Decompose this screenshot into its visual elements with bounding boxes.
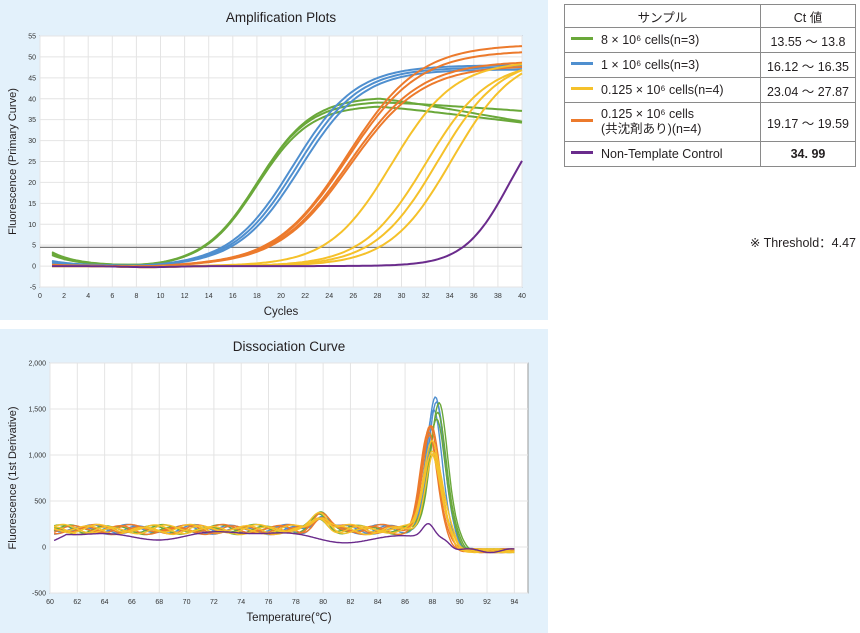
ct-header: Ct 値 (759, 4, 857, 28)
x-axis-label: Temperature(℃) (246, 612, 331, 624)
legend-row-orange: 0.125 × 10⁶ cells (共沈剤あり)(n=4) 19.17 ～ 19… (564, 102, 857, 142)
sample-header: サンプル (564, 4, 761, 28)
x-tick-label: 0 (38, 293, 42, 300)
y-tick-label: 2,000 (28, 361, 46, 368)
dissociation-curve-orange-3 (54, 430, 515, 554)
ct-value: 23.04 ～ 27.87 (759, 77, 857, 103)
threshold-note: ※ Threshold：4.47 (749, 236, 856, 250)
amplification-curve-purple-1 (52, 160, 523, 269)
x-tick-label: 38 (494, 293, 502, 300)
x-tick-label: 76 (265, 599, 273, 606)
ct-value: 13.55 ～ 13.8 (759, 27, 857, 53)
y-axis-label: Fluorescence (1st Derivative) (7, 406, 19, 549)
x-tick-label: 66 (128, 599, 136, 606)
y-tick-label: 5 (32, 243, 36, 250)
y-tick-label: 1,000 (28, 453, 46, 460)
y-tick-label: 25 (28, 159, 36, 166)
y-tick-label: 55 (28, 34, 36, 41)
x-tick-label: 94 (510, 599, 518, 606)
x-tick-label: 34 (446, 293, 454, 300)
x-tick-label: 82 (347, 599, 355, 606)
x-tick-label: 32 (422, 293, 430, 300)
x-tick-label: 24 (325, 293, 333, 300)
legend-row-yellow: 0.125 × 10⁶ cells(n=4) 23.04 ～ 27.87 (564, 77, 857, 103)
x-tick-label: 12 (181, 293, 189, 300)
y-tick-label: -5 (30, 285, 36, 292)
x-tick-label: 60 (46, 599, 54, 606)
x-tick-label: 84 (374, 599, 382, 606)
x-tick-label: 70 (183, 599, 191, 606)
x-tick-label: 72 (210, 599, 218, 606)
x-tick-label: 28 (374, 293, 382, 300)
legend-row-purple: Non-Template Control 34. 99 (564, 141, 857, 167)
x-tick-label: 90 (456, 599, 464, 606)
x-tick-label: 40 (518, 293, 526, 300)
legend-row-green: 8 × 10⁶ cells(n=3) 13.55 ～ 13.8 (564, 27, 857, 53)
x-tick-label: 4 (86, 293, 90, 300)
blue-line-swatch (571, 61, 593, 65)
chart-title: Dissociation Curve (233, 339, 346, 354)
ct-value: 19.17 ～ 19.59 (759, 102, 857, 142)
x-tick-label: 16 (229, 293, 237, 300)
x-tick-label: 26 (349, 293, 357, 300)
ct-value: 16.12 ～ 16.35 (759, 52, 857, 78)
x-tick-label: 30 (398, 293, 406, 300)
x-tick-label: 68 (155, 599, 163, 606)
x-tick-label: 10 (157, 293, 165, 300)
x-tick-label: 14 (205, 293, 213, 300)
x-tick-label: 62 (73, 599, 81, 606)
y-tick-label: 10 (28, 222, 36, 229)
sample-label: Non-Template Control (601, 146, 723, 161)
x-tick-label: 92 (483, 599, 491, 606)
x-tick-label: 6 (110, 293, 114, 300)
amplification-plot-panel: Amplification Plots 0 2 4 6 8 10 12 14 16 18 20 22 24… (0, 0, 548, 320)
y-tick-label: -500 (32, 591, 46, 598)
x-tick-label: 74 (237, 599, 245, 606)
ct-value: 34. 99 (759, 141, 857, 167)
legend-header-row: サンプル Ct 値 (564, 4, 857, 28)
chart-title: Amplification Plots (226, 10, 337, 25)
x-tick-label: 78 (292, 599, 300, 606)
x-tick-label: 22 (301, 293, 309, 300)
y-tick-label: 0 (42, 545, 46, 552)
sample-label: 0.125 × 10⁶ cells(n=4) (601, 82, 724, 97)
y-tick-label: 20 (28, 180, 36, 187)
y-tick-label: 45 (28, 75, 36, 82)
y-tick-label: 40 (28, 96, 36, 103)
x-tick-label: 64 (101, 599, 109, 606)
x-tick-label: 88 (429, 599, 437, 606)
sample-label: 8 × 10⁶ cells(n=3) (601, 32, 700, 47)
legend-row-blue: 1 × 10⁶ cells(n=3) 16.12 ～ 16.35 (564, 52, 857, 78)
sample-label-line2: (共沈剤あり)(n=4) (601, 122, 702, 136)
y-tick-label: 0 (32, 264, 36, 271)
x-tick-label: 20 (277, 293, 285, 300)
x-tick-label: 86 (401, 599, 409, 606)
x-tick-label: 2 (62, 293, 66, 300)
y-tick-label: 35 (28, 117, 36, 124)
dissociation-curve-panel: Dissociation Curve 60 62 64 66 68 70 72 74 76 78 80… (0, 329, 548, 633)
green-line-swatch (571, 36, 593, 40)
sample-legend-table: サンプル Ct 値 8 × 10⁶ cells(n=3) 13.55 ～ 13.… (564, 4, 857, 167)
sample-label: 1 × 10⁶ cells(n=3) (601, 57, 700, 72)
y-tick-label: 1,500 (28, 407, 46, 414)
yellow-line-swatch (571, 86, 593, 90)
x-tick-label: 18 (253, 293, 261, 300)
purple-line-swatch (571, 150, 593, 154)
dissociation-curve-purple-1 (53, 523, 515, 554)
plot-area (49, 362, 529, 594)
orange-line-swatch (571, 118, 593, 122)
x-tick-label: 8 (134, 293, 138, 300)
y-tick-label: 15 (28, 201, 36, 208)
dissociation-curve-yellow-4 (53, 453, 515, 554)
sample-label: 0.125 × 10⁶ cells (601, 107, 695, 121)
y-tick-label: 30 (28, 138, 36, 145)
x-tick-label: 36 (470, 293, 478, 300)
y-tick-label: 50 (28, 54, 36, 61)
y-tick-label: 500 (34, 499, 46, 506)
x-axis-label: Cycles (264, 306, 299, 318)
y-axis-label: Fluorescence (Primary Curve) (7, 88, 19, 235)
dissociation-curve-plot: Dissociation Curve 60 62 64 66 68 70 72 74 76 78 80… (7, 339, 529, 624)
x-tick-label: 80 (319, 599, 327, 606)
